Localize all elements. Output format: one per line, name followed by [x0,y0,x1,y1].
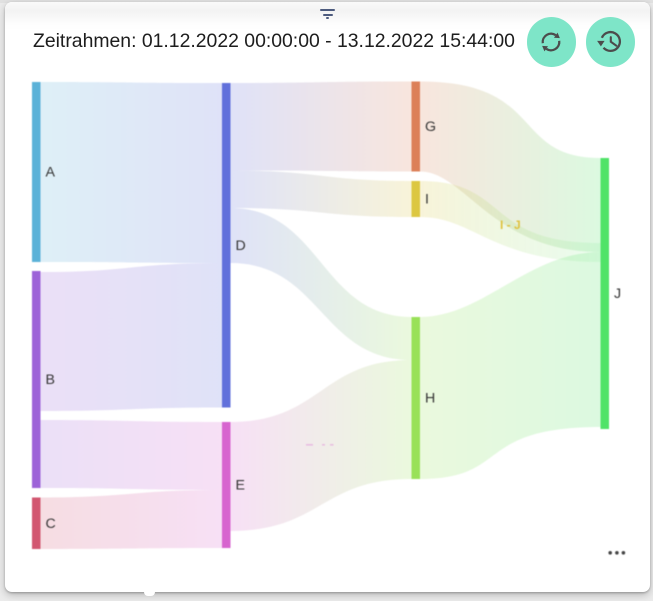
svg-text:J: J [614,286,621,302]
svg-text:H: H [425,391,435,407]
svg-text:I: I [425,192,429,208]
svg-text:G: G [425,119,436,135]
svg-text:I - J: I - J [500,218,521,232]
svg-text:B: B [46,372,55,388]
svg-text:C: C [46,516,56,532]
svg-text:E: E [236,478,245,494]
svg-text:D: D [236,238,246,254]
svg-text:A: A [46,165,56,181]
